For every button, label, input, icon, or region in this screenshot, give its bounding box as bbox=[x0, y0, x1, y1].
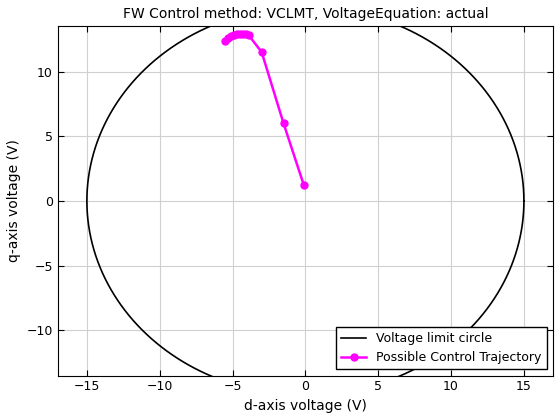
Voltage limit circle bbox=[302, 393, 309, 398]
Voltage limit circle bbox=[302, 4, 309, 9]
Title: FW Control method: VCLMT, VoltageEquation: actual: FW Control method: VCLMT, VoltageEquatio… bbox=[123, 7, 488, 21]
Possible Control Trajectory bbox=[301, 183, 307, 188]
Possible Control Trajectory bbox=[245, 33, 252, 38]
Possible Control Trajectory bbox=[258, 50, 265, 55]
Y-axis label: q-axis voltage (V): q-axis voltage (V) bbox=[7, 139, 21, 262]
Voltage limit circle bbox=[521, 198, 528, 203]
Voltage limit circle bbox=[218, 378, 225, 383]
Voltage limit circle bbox=[98, 129, 105, 134]
Possible Control Trajectory bbox=[225, 35, 231, 40]
Legend: Voltage limit circle, Possible Control Trajectory: Voltage limit circle, Possible Control T… bbox=[337, 327, 547, 369]
Possible Control Trajectory bbox=[231, 32, 237, 37]
Voltage limit circle bbox=[121, 90, 128, 95]
Possible Control Trajectory bbox=[280, 121, 287, 126]
Possible Control Trajectory bbox=[242, 32, 249, 37]
Possible Control Trajectory bbox=[228, 34, 235, 39]
Voltage limit circle bbox=[346, 388, 352, 394]
Line: Possible Control Trajectory: Possible Control Trajectory bbox=[222, 30, 307, 189]
Voltage limit circle bbox=[477, 82, 484, 87]
Voltage limit circle bbox=[521, 198, 528, 203]
Possible Control Trajectory bbox=[236, 31, 243, 36]
Line: Voltage limit circle: Voltage limit circle bbox=[87, 7, 524, 395]
Possible Control Trajectory bbox=[222, 38, 228, 43]
X-axis label: d-axis voltage (V): d-axis voltage (V) bbox=[244, 399, 367, 413]
Possible Control Trajectory bbox=[234, 32, 240, 37]
Voltage limit circle bbox=[369, 383, 376, 388]
Possible Control Trajectory bbox=[239, 31, 246, 36]
